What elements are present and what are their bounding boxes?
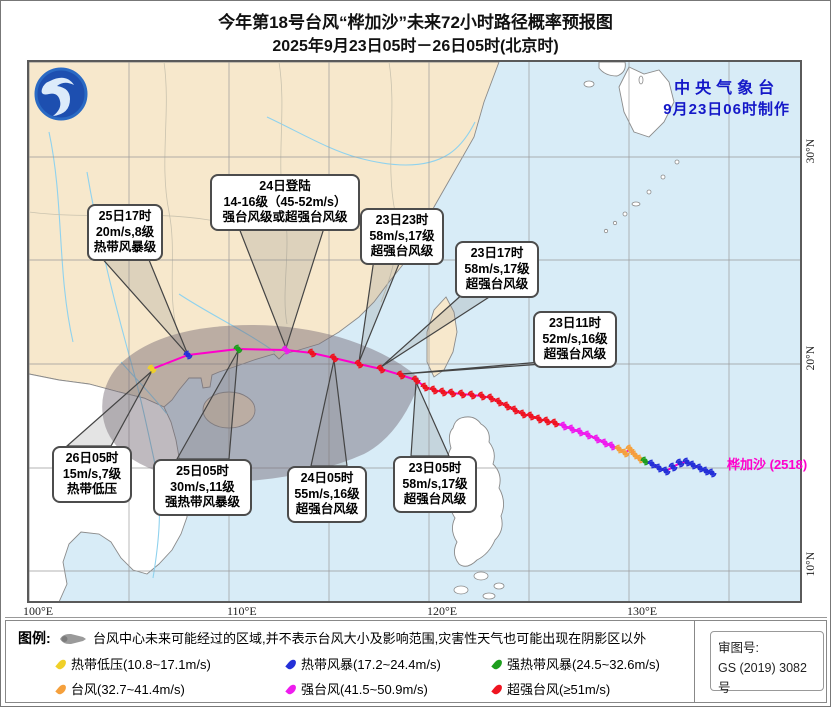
- track-point: [688, 460, 698, 470]
- legend-item-ty: 台风(32.7~41.4m/s): [55, 679, 185, 698]
- legend-item-ts: 热带风暴(17.2~24.4m/s): [285, 654, 441, 673]
- x-axis-label-100e: 100°E: [23, 604, 54, 618]
- cone-icon: [60, 633, 86, 645]
- track-point: [457, 389, 467, 399]
- track-point: [701, 466, 711, 476]
- callout-23d17: 23日17时 58m/s,17级 超强台风级: [455, 241, 539, 298]
- callout-26d05: 26日05时 15m/s,7级 热带低压: [52, 446, 132, 503]
- map-approval-label: 审图号:: [718, 641, 759, 655]
- agency-watermark: 中央气象台 9月23日06时制作: [663, 74, 790, 119]
- callout-23d11: 23日11时 52m/s,16级 超强台风级: [533, 311, 617, 368]
- cma-logo: [34, 67, 88, 126]
- track-point: [438, 387, 448, 397]
- track-point: [307, 348, 317, 358]
- track-point: [534, 414, 544, 424]
- track-point: [640, 456, 650, 466]
- taiwan-island: [426, 296, 458, 378]
- legend-cone-row: 台风中心未来可能经过的区域,并不表示台风大小及影响范围,灾害性天气也可能出现在阴…: [58, 628, 646, 647]
- y-axis-label-30n: 30°N: [805, 139, 817, 164]
- legend-item-super-ty: 超强台风(≥51m/s): [491, 679, 610, 698]
- track-point: [510, 405, 520, 415]
- track-point: [518, 409, 528, 419]
- y-axis-label-20n: 20°N: [805, 346, 817, 371]
- storm-name-label: 桦加沙 (2518): [727, 457, 808, 472]
- track-point: [620, 448, 630, 458]
- callout-23d23: 23日23时 58m/s,17级 超强台风级: [360, 208, 444, 265]
- legend-separator: [5, 617, 827, 618]
- agency-name: 中央气象台: [674, 80, 780, 97]
- map-approval-box: 审图号: GS (2019) 3082号: [710, 631, 824, 695]
- ts-icon: [285, 658, 298, 671]
- map-approval-number: GS (2019) 3082号: [718, 661, 807, 695]
- callout-25d17: 25日17时 20m/s,8级 热带风暴级: [87, 204, 163, 261]
- track-point: [494, 397, 504, 407]
- track-point: [526, 411, 536, 421]
- track-point: [233, 344, 243, 354]
- track-point: [592, 434, 602, 444]
- track-point: [486, 393, 496, 403]
- track-point: [668, 462, 678, 472]
- track-point: [183, 350, 193, 360]
- track-point: [654, 463, 664, 473]
- issue-time: 9月23日06时制作: [663, 101, 790, 118]
- callout-24d05: 24日05时 55m/s,16级 超强台风级: [287, 466, 367, 523]
- track-point: [607, 441, 617, 451]
- track-point: [467, 390, 477, 400]
- track-point: [477, 391, 487, 401]
- track-point: [147, 364, 157, 374]
- x-axis-label-130e: 130°E: [627, 604, 658, 618]
- track-point: [502, 401, 512, 411]
- callout-23d05: 23日05时 58m/s,17级 超强台风级: [393, 456, 477, 513]
- callout-25d05: 25日05时 30m/s,11级 强热带风暴级: [153, 459, 252, 516]
- legend-title: 图例:: [18, 630, 51, 646]
- track-point: [420, 382, 430, 392]
- track-point: [559, 421, 569, 431]
- legend-cone-text: 台风中心未来可能经过的区域,并不表示台风大小及影响范围,灾害性天气也可能出现在阴…: [93, 631, 647, 646]
- track-point: [550, 418, 560, 428]
- track-point: [567, 424, 577, 434]
- page-subtitle: 2025年9月23日05时－26日05时(北京时): [272, 38, 559, 55]
- legend-item-td: 热带低压(10.8~17.1m/s): [55, 654, 211, 673]
- x-axis-label-110e: 110°E: [227, 604, 257, 618]
- callout-24-landfall: 24日登陆 14-16级（45-52m/s） 强台风级或超强台风级: [210, 174, 360, 231]
- track-point: [354, 359, 364, 369]
- track-point: [600, 438, 610, 448]
- ty-icon: [55, 683, 68, 696]
- legend: 图例: 台风中心未来可能经过的区域,并不表示台风大小及影响范围,灾害性天气也可能…: [5, 620, 827, 703]
- super-ty-icon: [491, 683, 504, 696]
- track-point: [429, 385, 439, 395]
- track-point: [447, 388, 457, 398]
- track-point: [575, 427, 585, 437]
- callout-leaders: [65, 227, 572, 467]
- page-title: 今年第18号台风“桦加沙”未来72小时路径概率预报图: [218, 13, 613, 32]
- legend-divider: [694, 621, 695, 702]
- track-point: [661, 466, 671, 476]
- sts-icon: [491, 658, 504, 671]
- track-point: [281, 345, 291, 355]
- track-point: [411, 375, 421, 385]
- map-svg: [29, 62, 800, 601]
- kyushu-island: [618, 66, 675, 138]
- y-axis-label-10n: 10°N: [805, 552, 817, 577]
- sty-icon: [285, 683, 298, 696]
- track-point: [675, 458, 685, 468]
- track-point: [707, 468, 717, 478]
- track-point: [583, 430, 593, 440]
- typhoon-track: [147, 344, 717, 478]
- track-point: [542, 416, 552, 426]
- map-container: 中央气象台 9月23日06时制作 桦加沙 (2518) 25日17时 20m/s…: [27, 60, 807, 603]
- legend-item-sty: 强台风(41.5~50.9m/s): [285, 679, 428, 698]
- td-icon: [55, 658, 68, 671]
- track-point: [376, 364, 386, 374]
- x-axis-label-120e: 120°E: [427, 604, 458, 618]
- probability-cone: [102, 324, 420, 482]
- legend-item-sts: 强热带风暴(24.5~32.6m/s): [491, 654, 660, 673]
- track-point: [329, 353, 339, 363]
- japan-korea-islands: [583, 62, 680, 234]
- track-point: [396, 370, 406, 380]
- track-point: [647, 459, 657, 469]
